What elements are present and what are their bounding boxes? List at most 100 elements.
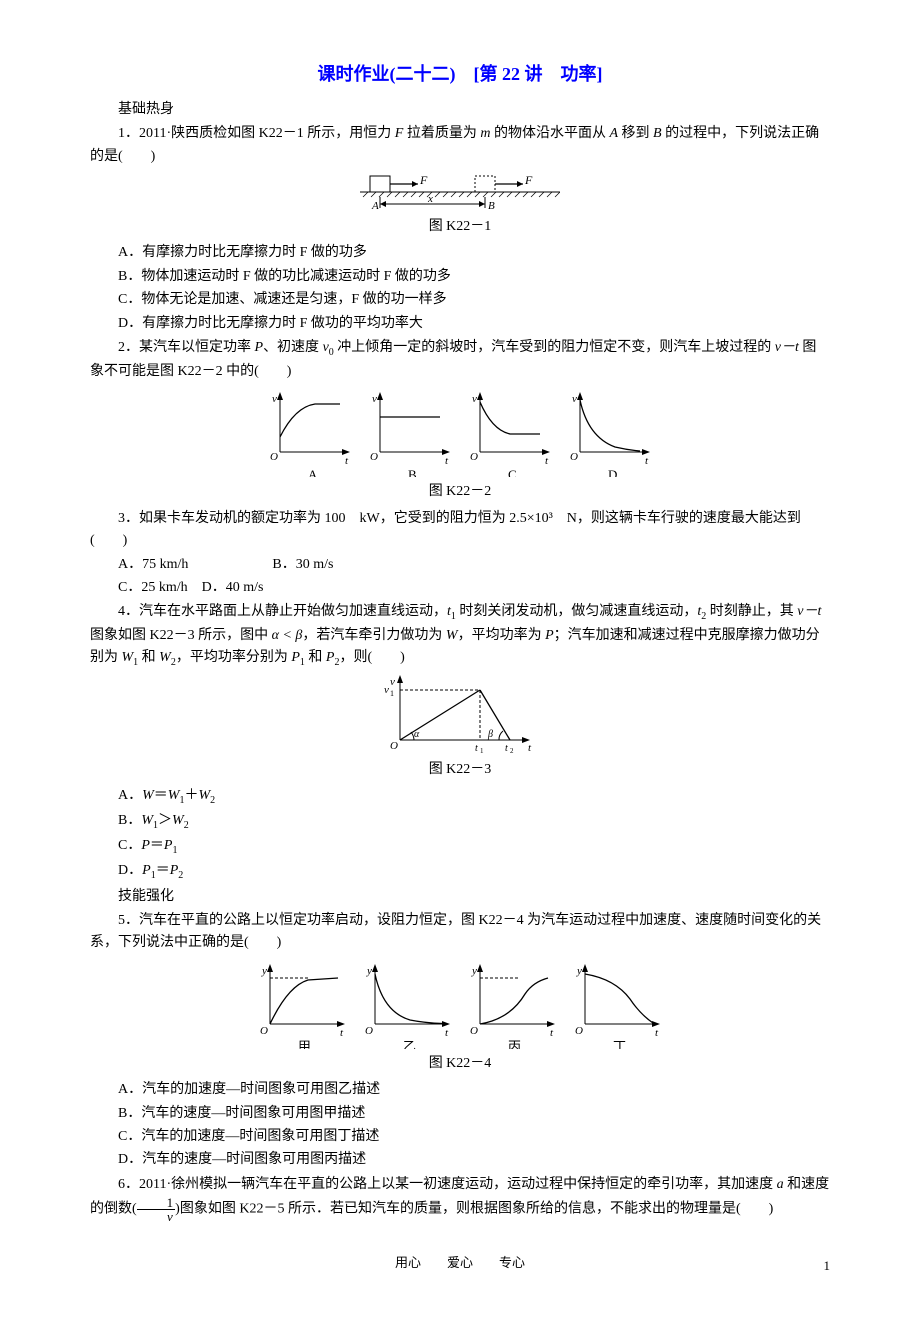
q4C-eq: ＝	[150, 838, 164, 853]
fig-k22-4: y t O 甲 y t O 乙 y t O 丙	[90, 959, 830, 1049]
svg-text:x: x	[427, 193, 433, 205]
svg-text:t: t	[505, 743, 508, 754]
q4-vt: v－t	[797, 604, 821, 619]
q1-A: A	[609, 126, 618, 141]
svg-text:v: v	[372, 393, 377, 405]
svg-text:t: t	[445, 1027, 449, 1039]
svg-text:乙: 乙	[403, 1039, 416, 1049]
svg-text:C: C	[508, 467, 517, 477]
svg-text:v: v	[390, 676, 395, 688]
fig-k22-1-label: 图 K22－1	[90, 216, 830, 238]
svg-text:2: 2	[510, 747, 514, 755]
q6-a: a	[777, 1177, 784, 1192]
svg-text:v: v	[272, 393, 277, 405]
svg-text:O: O	[470, 451, 478, 463]
svg-text:t: t	[445, 455, 449, 467]
q4-t1: 4．汽车在水平路面上从静止开始做匀加速直线运动，	[118, 604, 447, 619]
q4B-W2: W	[172, 813, 184, 828]
q4-stem: 4．汽车在水平路面上从静止开始做匀加速直线运动，t1 时刻关闭发动机，做匀减速直…	[90, 601, 830, 671]
q4-W2: W	[159, 650, 171, 665]
svg-text:v: v	[572, 393, 577, 405]
q5-optB: B．汽车的速度—时间图象可用图甲描述	[90, 1103, 830, 1125]
q6-t3: )图象如图 K22－5 所示．若已知汽车的质量，则根据图象所给的信息，不能求出的…	[175, 1202, 773, 1217]
q4-W: W	[446, 628, 458, 643]
section-skill: 技能强化	[90, 886, 830, 908]
q5-optA: A．汽车的加速度—时间图象可用图乙描述	[90, 1079, 830, 1101]
svg-text:y: y	[471, 965, 477, 977]
svg-text:t: t	[528, 742, 532, 754]
q4A-p: A．	[118, 788, 142, 803]
q4-t9: ，平均功率分别为	[176, 650, 292, 665]
svg-text:t: t	[550, 1027, 554, 1039]
svg-text:O: O	[570, 451, 578, 463]
svg-text:t: t	[345, 455, 349, 467]
q4A-W2: W	[198, 788, 210, 803]
q6-frac: 1v	[137, 1196, 176, 1223]
q3-optC: C．25 km/h	[118, 580, 188, 595]
q5-optD: D．汽车的速度—时间图象可用图丙描述	[90, 1149, 830, 1171]
q4-optD: D．P1＝P2	[90, 860, 830, 884]
section-basic: 基础热身	[90, 99, 830, 121]
q1-stem: 1．2011·陕西质检如图 K22－1 所示，用恒力 F 拉着质量为 m 的物体…	[90, 123, 830, 168]
fig-k22-2-label: 图 K22－2	[90, 481, 830, 503]
q4C-p: C．	[118, 838, 141, 853]
q4B-p: B．	[118, 813, 141, 828]
q2-t1: 2．某汽车以恒定功率	[118, 340, 255, 355]
svg-text:A: A	[371, 200, 379, 212]
q4A-W: W	[142, 788, 154, 803]
q3-optD: D．40 m/s	[202, 580, 264, 595]
q4-t5: ，若汽车牵引力做功为	[302, 628, 446, 643]
q4A-pl: ＋	[184, 788, 198, 803]
q4B-W1: W	[141, 813, 153, 828]
q1-t3: 的物体沿水平面从	[490, 126, 609, 141]
q4C-P1s: 1	[172, 845, 177, 856]
svg-text:O: O	[470, 1025, 478, 1037]
q1-m: m	[480, 126, 490, 141]
q4-P: P	[545, 628, 554, 643]
q4-t6: ，平均功率为	[458, 628, 546, 643]
q4B-W2s: 2	[184, 820, 189, 831]
q2-t2: 、初速度	[263, 340, 323, 355]
q4D-P2s: 2	[178, 870, 183, 881]
q3-optB: B．30 m/s	[272, 557, 333, 572]
q4-t2: 时刻关闭发动机，做匀减速直线运动，	[456, 604, 698, 619]
q4A-eq: ＝	[154, 788, 168, 803]
q2-stem: 2．某汽车以恒定功率 P、初速度 v0 冲上倾角一定的斜坡时，汽车受到的阻力恒定…	[90, 337, 830, 383]
svg-text:O: O	[365, 1025, 373, 1037]
q4A-W1: W	[168, 788, 180, 803]
q2-P: P	[255, 340, 264, 355]
svg-text:t: t	[655, 1027, 659, 1039]
q6-t1: 6．2011·徐州模拟一辆汽车在平直的公路上以某一初速度运动，运动过程中保持恒定…	[118, 1177, 777, 1192]
q4-optC: C．P＝P1	[90, 835, 830, 859]
q4-P1: P	[291, 650, 300, 665]
q6-num: 1	[137, 1196, 176, 1210]
svg-text:O: O	[260, 1025, 268, 1037]
svg-text:v: v	[384, 684, 389, 696]
q4-optB: B．W1＞W2	[90, 810, 830, 834]
q4-t10: 和	[305, 650, 326, 665]
q5-stem: 5．汽车在平直的公路上以恒定功率启动，设阻力恒定，图 K22－4 为汽车运动过程…	[90, 910, 830, 955]
svg-text:F: F	[524, 173, 533, 187]
svg-text:D: D	[608, 467, 617, 477]
q1-optA: A．有摩擦力时比无摩擦力时 F 做的功多	[90, 242, 830, 264]
q1-optD: D．有摩擦力时比无摩擦力时 F 做功的平均功率大	[90, 313, 830, 335]
svg-text:β: β	[487, 729, 493, 740]
svg-text:v: v	[472, 393, 477, 405]
q3-opts-line1: A．75 km/h B．30 m/s	[90, 554, 830, 576]
svg-text:B: B	[488, 200, 495, 212]
q1-t2: 拉着质量为	[403, 126, 480, 141]
svg-text:t: t	[340, 1027, 344, 1039]
q1-t4: 移到	[618, 126, 653, 141]
q1-optB: B．物体加速运动时 F 做的功比减速运动时 F 做的功多	[90, 266, 830, 288]
svg-text:y: y	[366, 965, 372, 977]
q2-t3: 冲上倾角一定的斜坡时，汽车受到的阻力恒定不变，则汽车上坡过程的	[334, 340, 775, 355]
svg-text:O: O	[270, 451, 278, 463]
q4B-gt: ＞	[158, 813, 172, 828]
q1-optC: C．物体无论是加速、减速还是匀速，F 做的功一样多	[90, 289, 830, 311]
q4D-P1: P	[142, 863, 151, 878]
q4D-P2: P	[170, 863, 179, 878]
svg-text:丙: 丙	[508, 1039, 521, 1049]
q4-t4: 图象如图 K22－3 所示，图中	[90, 628, 272, 643]
q4C-P: P	[141, 838, 150, 853]
q4-optA: A．W＝W1＋W2	[90, 785, 830, 809]
